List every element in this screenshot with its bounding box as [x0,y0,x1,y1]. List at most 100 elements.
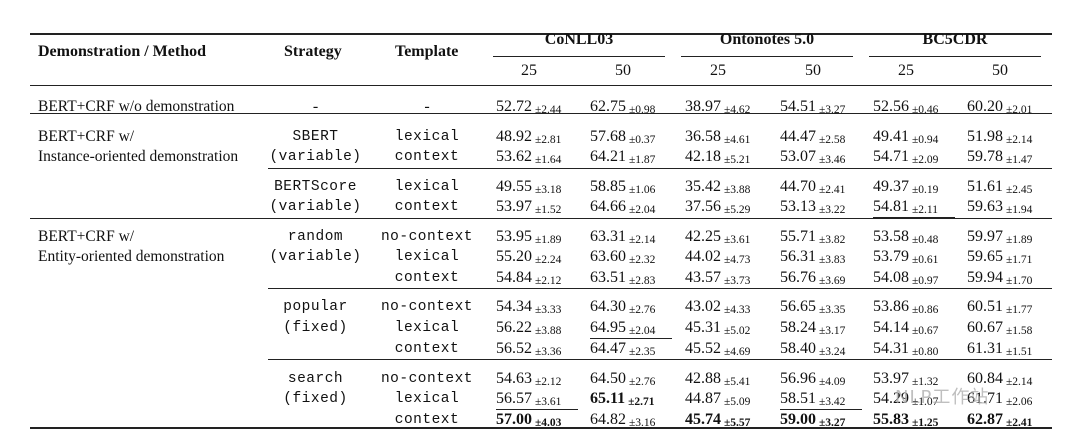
cell-mean: 54.31 [873,340,909,357]
table-cell: 59.97 ±1.89 [967,228,1032,247]
cell-std: ±1.06 [629,184,656,196]
cell-mean: 55.83 [873,411,909,428]
cell-mean: 63.51 [590,269,626,286]
table-cell: 59.65 ±1.71 [967,248,1032,267]
table-cell: 35.42 ±3.88 [685,178,750,197]
table-cell: 54.81 ±2.11 [873,198,938,217]
cell-std: ±1.32 [912,376,939,388]
table-cell: 54.71 ±2.09 [873,148,938,167]
cell-mean: 56.52 [496,340,532,357]
table-cell: 52.56 ±0.46 [873,98,938,117]
cell-std: ±3.88 [535,325,562,337]
table-cell: 42.88 ±5.41 [685,370,750,389]
table-cell: 45.52 ±4.69 [685,340,750,359]
cell-std: ±1.64 [535,154,562,166]
cell-mean: 62.75 [590,98,626,115]
cell-std: ±3.82 [819,234,846,246]
cell-std: ±3.35 [819,304,846,316]
table-cell: 59.63 ±1.94 [967,198,1032,217]
cell-std: ±3.61 [535,396,562,408]
method-label: Entity-oriented demonstration [38,248,225,265]
cell-mean: 37.56 [685,198,721,215]
table-cell: 56.96 ±4.09 [780,370,845,389]
header-shots: 50 [615,62,631,79]
cell-std: ±5.09 [724,396,751,408]
table-cell: 49.55 ±3.18 [496,178,561,197]
table-cell: 59.94 ±1.70 [967,269,1032,288]
cell-mean: 56.65 [780,298,816,315]
table-cell: 64.66 ±2.04 [590,198,655,217]
cell-std: ±4.03 [535,417,562,429]
cell-mean: 64.30 [590,298,626,315]
dataset-group-rule [493,56,665,57]
table-cell: 54.08 ±0.97 [873,269,938,288]
cell-mean: 54.81 [873,198,909,215]
cell-mean: 42.18 [685,148,721,165]
strategy-label: random [287,229,344,245]
cell-mean: 63.60 [590,248,626,265]
template-label: no-context [380,371,473,387]
template-label: - [424,98,430,115]
cell-std: ±2.58 [819,134,846,146]
template-label: lexical [394,391,460,407]
cell-mean: 55.20 [496,248,532,265]
strategy-label: (variable) [269,149,362,165]
cell-mean: 58.24 [780,319,816,336]
header-shots: 25 [898,62,914,79]
template-label: context [394,199,460,215]
cell-std: ±3.17 [819,325,846,337]
table-cell: 49.41 ±0.94 [873,128,938,147]
table-cell: 52.72 ±2.44 [496,98,561,117]
cell-mean: 53.97 [496,198,532,215]
watermark: NLP工作站 [895,387,990,408]
cell-mean: 53.95 [496,228,532,245]
table-cell: 64.47 ±2.35 [590,340,655,359]
cell-std: ±5.57 [724,417,751,429]
table-cell: 57.00 ±4.03 [496,411,561,430]
table-cell: 60.67 ±1.58 [967,319,1032,338]
cell-mean: 53.13 [780,198,816,215]
cell-std: ±2.12 [535,376,562,388]
cell-std: ±1.94 [1006,204,1033,216]
method-label: Instance-oriented demonstration [38,148,239,165]
cell-std: ±2.81 [535,134,562,146]
table-cell: 58.85 ±1.06 [590,178,655,197]
header-method: Demonstration / Method [38,43,206,60]
cell-mean: 43.57 [685,269,721,286]
cell-std: ±3.33 [535,304,562,316]
table-cell: 58.40 ±3.24 [780,340,845,359]
cell-mean: 53.97 [873,370,909,387]
underline-mark [967,359,1049,360]
table-cell: 49.37 ±0.19 [873,178,938,197]
cell-std: ±4.73 [724,254,751,266]
cell-std: ±0.97 [912,275,939,287]
cell-mean: 54.34 [496,298,532,315]
cell-mean: 58.85 [590,178,626,195]
cell-std: ±4.62 [724,104,751,116]
cell-mean: 59.00 [780,411,816,428]
header-dataset: CoNLL03 [544,31,614,48]
template-label: no-context [380,299,473,315]
cell-std: ±1.25 [912,417,939,429]
table-cell: 43.02 ±4.33 [685,298,750,317]
table-cell: 56.22 ±3.88 [496,319,561,338]
table-cell: 53.07 ±3.46 [780,148,845,167]
underline-mark [685,359,767,360]
table-cell: 54.14 ±0.67 [873,319,938,338]
cell-std: ±2.01 [1006,104,1033,116]
header-dataset: BC5CDR [922,31,988,48]
cell-mean: 58.51 [780,390,816,407]
table-cell: 42.18 ±5.21 [685,148,750,167]
cell-std: ±2.83 [629,275,656,287]
cell-std: ±5.02 [724,325,751,337]
template-label: context [394,149,460,165]
table-cell: 56.76 ±3.69 [780,269,845,288]
cell-std: ±3.83 [819,254,846,266]
table-cell: 54.63 ±2.12 [496,370,561,389]
top-rule [30,33,1052,35]
cell-std: ±1.51 [1006,346,1033,358]
table-cell: 54.31 ±0.80 [873,340,938,359]
cell-std: ±1.89 [1006,234,1033,246]
cell-mean: 60.51 [967,298,1003,315]
cell-mean: 53.62 [496,148,532,165]
